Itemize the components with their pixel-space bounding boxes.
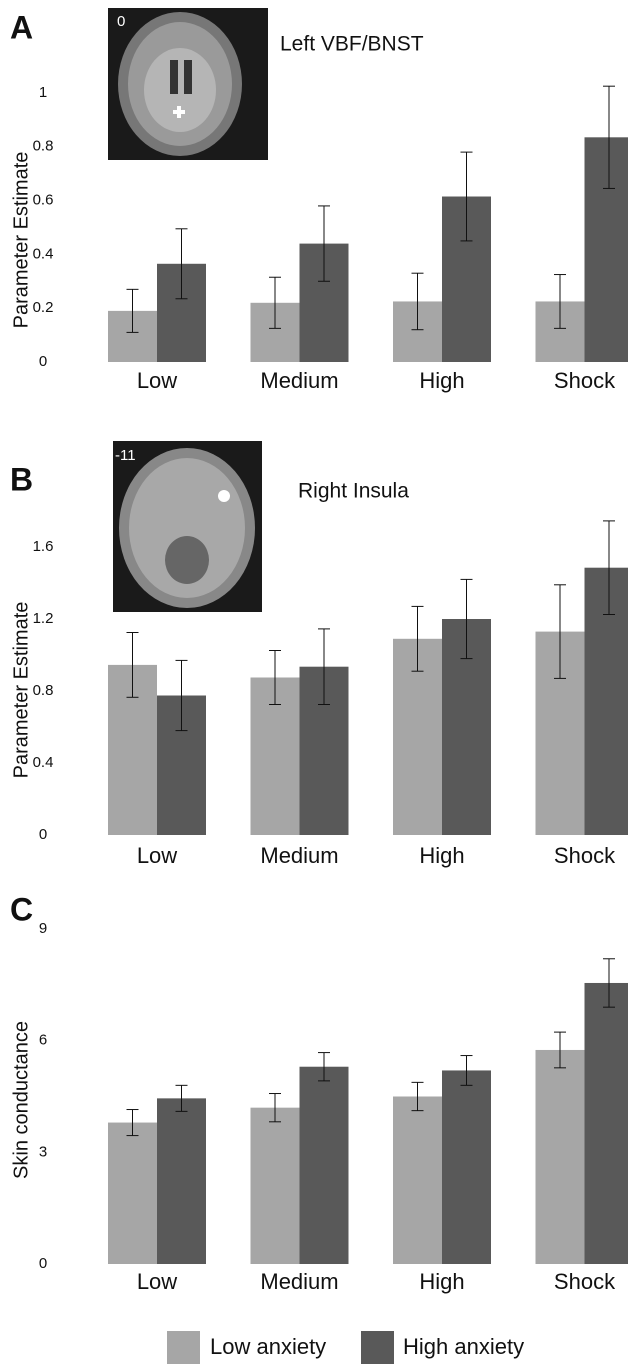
chart-title: Right Insula — [298, 480, 409, 503]
panel-letter: C — [10, 891, 33, 927]
legend-swatch — [167, 1331, 200, 1364]
x-tick-label: High — [419, 843, 464, 868]
x-tick-label: Shock — [554, 843, 616, 868]
x-tick-label: Medium — [260, 1269, 338, 1294]
bar — [108, 1123, 157, 1264]
y-tick-label: 9 — [39, 920, 47, 937]
bar — [585, 983, 628, 1264]
x-tick-label: High — [419, 1269, 464, 1294]
x-tick-label: Low — [137, 1269, 177, 1294]
x-tick-label: Shock — [554, 1269, 616, 1294]
y-tick-label: 1 — [39, 84, 47, 101]
x-tick-label: High — [419, 368, 464, 393]
y-axis-label: Parameter Estimate — [10, 602, 32, 779]
panel-letter: A — [10, 9, 33, 45]
y-tick-label: 0.6 — [33, 192, 54, 209]
y-tick-label: 1.2 — [33, 610, 54, 627]
y-tick-label: 0.4 — [33, 754, 54, 771]
bar — [300, 1067, 349, 1264]
x-tick-label: Medium — [260, 368, 338, 393]
figure: 0 0.2 0.4 0.6 0.8 1 Parameter Estimate Low Mediu… — [0, 0, 628, 1368]
bar — [536, 1050, 585, 1264]
y-tick-label: 1.6 — [33, 538, 54, 555]
y-tick-label: 0.8 — [33, 138, 54, 155]
inset-label: 0 — [117, 13, 125, 30]
y-tick-label: 0 — [39, 353, 47, 370]
y-tick-label: 3 — [39, 1143, 47, 1160]
bar — [585, 137, 628, 362]
chart-title: Left VBF/BNST — [280, 33, 424, 56]
legend-swatch — [361, 1331, 394, 1364]
bar — [393, 1097, 442, 1265]
y-axis-label: Skin conductance — [10, 1021, 32, 1179]
bar — [251, 1108, 300, 1264]
bar — [157, 1098, 206, 1264]
x-tick-label: Low — [137, 368, 177, 393]
y-tick-label: 0.2 — [33, 299, 54, 316]
x-tick-label: Shock — [554, 368, 616, 393]
bar — [585, 568, 628, 835]
bar — [442, 1070, 491, 1264]
legend-label: Low anxiety — [210, 1334, 326, 1359]
y-tick-label: 0 — [39, 1255, 47, 1272]
inset-label: -11 — [115, 447, 136, 464]
panel-letter: B — [10, 461, 33, 497]
y-tick-label: 6 — [39, 1032, 47, 1049]
x-tick-label: Low — [137, 843, 177, 868]
legend-label: High anxiety — [403, 1334, 524, 1359]
y-tick-label: 0.4 — [33, 245, 54, 262]
y-tick-label: 0 — [39, 826, 47, 843]
inset-b — [113, 441, 262, 612]
inset-a — [108, 8, 268, 160]
y-axis-label: Parameter Estimate — [10, 152, 32, 329]
x-tick-label: Medium — [260, 843, 338, 868]
y-tick-label: 0.8 — [33, 682, 54, 699]
